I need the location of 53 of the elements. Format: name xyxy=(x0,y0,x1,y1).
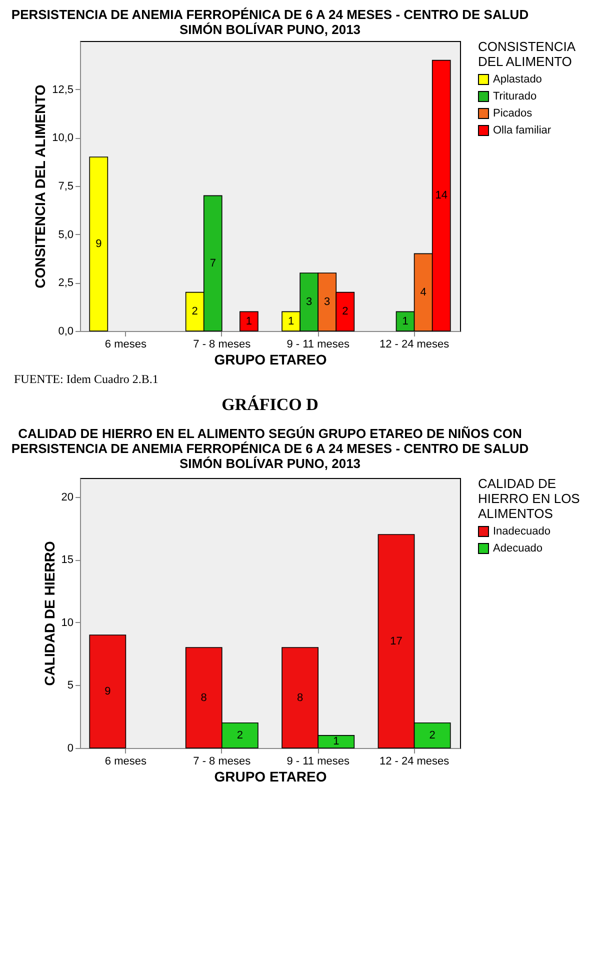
data-label: 2 xyxy=(236,729,243,742)
data-label: 1 xyxy=(246,315,252,328)
legend-label: Triturado xyxy=(493,90,537,102)
y-tick-label: 2,5 xyxy=(58,277,74,290)
x-tick-label: 12 - 24 meses xyxy=(379,756,450,768)
y-tick-label: 10 xyxy=(61,616,74,629)
data-label: 17 xyxy=(390,635,402,648)
x-tick-label: 9 - 11 meses xyxy=(286,756,350,768)
data-label: 8 xyxy=(200,692,207,704)
data-label: 2 xyxy=(429,729,436,742)
x-tick-label: 7 - 8 meses xyxy=(193,338,252,350)
data-label: 1 xyxy=(288,315,294,328)
data-label: 3 xyxy=(306,296,312,308)
x-tick-label: 6 meses xyxy=(104,338,147,350)
chart-subtitle: CALIDAD DE HIERRO EN EL ALIMENTO SEGÚN GRUPO ETAREO DE NIÑOS CON PERSISTENCIA DE ANEMIA FERROPÉNICA DE 6 A 24 MESES - CENTRO DE SALUD SIMÓN BOLÍVAR PUNO, 2013 xyxy=(11,426,529,471)
x-tick-label: 6 meses xyxy=(104,756,147,768)
data-label: 9 xyxy=(104,685,111,698)
data-label: 1 xyxy=(333,736,340,748)
x-axis-title: GRUPO ETAREO xyxy=(214,768,327,784)
y-tick-label: 10,0 xyxy=(52,132,74,144)
chart-title: GRÁFICO D xyxy=(222,395,318,414)
y-tick-label: 5 xyxy=(67,680,74,692)
legend-title: CALIDAD DE HIERRO EN LOS ALIMENTOS xyxy=(478,476,580,521)
data-label: 9 xyxy=(96,238,102,250)
data-label: 2 xyxy=(342,306,348,318)
legend-label: Aplastado xyxy=(493,74,542,86)
legend-title: CONSISTENCIA DEL ALIMENTO xyxy=(478,39,576,69)
y-tick-label: 20 xyxy=(61,491,74,504)
source-note: FUENTE: Idem Cuadro 2.B.1 xyxy=(14,372,160,387)
data-label: 1 xyxy=(402,315,408,328)
y-tick-label: 12,5 xyxy=(52,84,74,96)
data-label: 3 xyxy=(324,296,330,308)
legend-label: Inadecuado xyxy=(493,526,550,538)
x-axis-title: GRUPO ETAREO xyxy=(214,352,327,368)
y-tick-label: 0,0 xyxy=(58,326,74,338)
y-axis-title: CONSITENCIA DEL ALIMENTO xyxy=(32,84,48,288)
data-label: 7 xyxy=(210,257,216,270)
data-label: 14 xyxy=(435,190,448,202)
legend-label: Picados xyxy=(493,108,533,120)
legend-label: Olla familiar xyxy=(493,124,552,136)
data-label: 2 xyxy=(192,306,198,318)
data-label: 4 xyxy=(420,286,426,298)
chart-title: PERSISTENCIA DE ANEMIA FERROPÉNICA DE 6 A 24 MESES - CENTRO DE SALUD SIMÓN BOLÍVAR PUNO, 2013 xyxy=(11,7,529,37)
x-tick-label: 7 - 8 meses xyxy=(193,756,252,768)
x-tick-label: 9 - 11 meses xyxy=(286,338,350,350)
y-tick-label: 5,0 xyxy=(58,228,74,241)
y-axis-title: CALIDAD DE HIERRO xyxy=(41,541,58,686)
y-tick-label: 15 xyxy=(61,554,74,566)
data-label: 8 xyxy=(297,692,304,704)
y-tick-label: 0 xyxy=(67,742,74,754)
y-tick-label: 7,5 xyxy=(58,180,74,192)
x-tick-label: 12 - 24 meses xyxy=(379,338,450,350)
legend-label: Adecuado xyxy=(493,542,543,554)
